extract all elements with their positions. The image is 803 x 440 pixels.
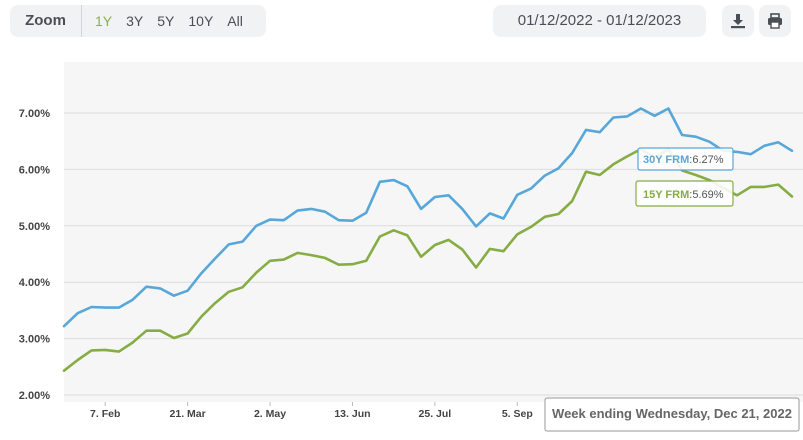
x-tick-label-1: 21. Mar bbox=[170, 408, 206, 420]
range-button-1y[interactable]: 1Y bbox=[95, 13, 113, 29]
zoom-range-selector: Zoom 1Y 3Y 5Y 10Y All bbox=[10, 5, 266, 37]
x-tick-label-3: 13. Jun bbox=[334, 408, 370, 420]
tooltip-30y-label: 30Y FRM bbox=[643, 154, 689, 166]
y-tick-label-5: 7.00% bbox=[19, 108, 50, 120]
tooltip-30y: 30Y FRM:6.27% bbox=[637, 147, 734, 171]
svg-text:30Y FRM:6.27%: 30Y FRM:6.27% bbox=[643, 154, 724, 166]
zoom-label: Zoom bbox=[10, 5, 82, 37]
series-line-30y-frm bbox=[62, 107, 794, 328]
y-tick-label-1: 3.00% bbox=[19, 334, 50, 346]
range-button-10y[interactable]: 10Y bbox=[188, 13, 214, 29]
download-icon bbox=[731, 14, 745, 29]
range-button-all[interactable]: All bbox=[227, 13, 243, 29]
download-button[interactable] bbox=[722, 5, 754, 37]
y-tick-label-2: 4.00% bbox=[19, 277, 50, 289]
y-tick-label-3: 5.00% bbox=[19, 221, 50, 233]
plot-area bbox=[64, 62, 803, 402]
tooltip-header: Week ending Wednesday, Dec 21, 2022 bbox=[544, 397, 800, 432]
x-tick-label-2: 2. May bbox=[254, 408, 286, 420]
y-tick-label-4: 6.00% bbox=[19, 164, 50, 176]
tooltip-week-label: Week ending Wednesday, Dec 21, 2022 bbox=[552, 406, 792, 421]
x-axis: 7. Feb 21. Mar 2. May 13. Jun 25. Jul 5. Sep bbox=[90, 402, 533, 420]
tooltip-15y-value: :5.69% bbox=[689, 189, 723, 201]
print-button[interactable] bbox=[759, 5, 791, 37]
x-tick-label-5: 5. Sep bbox=[502, 408, 533, 420]
tooltip-15y-label: 15Y FRM bbox=[643, 189, 689, 201]
print-icon bbox=[768, 13, 782, 29]
range-button-3y[interactable]: 3Y bbox=[126, 13, 144, 29]
x-tick-label-0: 7. Feb bbox=[90, 408, 120, 420]
range-button-5y[interactable]: 5Y bbox=[157, 13, 175, 29]
y-tick-label-0: 2.00% bbox=[19, 390, 50, 402]
chart-toolbar: Zoom 1Y 3Y 5Y 10Y All 01/12/2022 - 01/12… bbox=[0, 0, 803, 44]
tooltip-30y-value: :6.27% bbox=[689, 154, 723, 166]
tooltip-15y: 15Y FRM:5.69% bbox=[635, 180, 734, 207]
y-axis: 2.00% 3.00% 4.00% 5.00% 6.00% 7.00% bbox=[19, 108, 50, 402]
svg-text:15Y FRM:5.69%: 15Y FRM:5.69% bbox=[643, 189, 724, 201]
x-tick-label-4: 25. Jul bbox=[419, 408, 452, 420]
date-range-display[interactable]: 01/12/2022 - 01/12/2023 bbox=[493, 5, 706, 37]
